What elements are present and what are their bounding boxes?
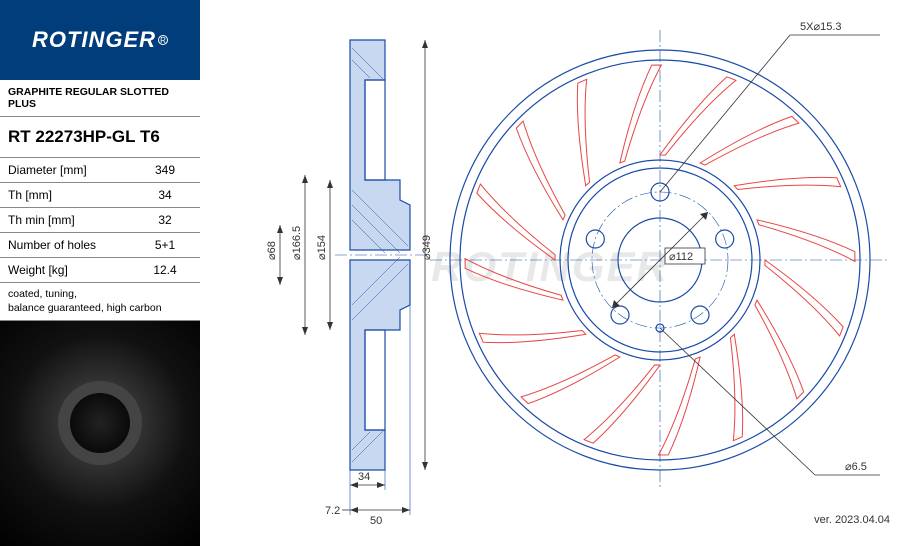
product-subtitle: GRAPHITE REGULAR SLOTTED PLUS [0, 80, 200, 117]
callout-small: ⌀6.5 [845, 461, 867, 473]
table-row: Diameter [mm]349 [0, 158, 200, 183]
drawing-svg: ⌀349 ⌀154 ⌀166.5 ⌀68 34 7.2 [200, 0, 900, 534]
dim-inner1: ⌀166.5 [291, 226, 303, 260]
dim-outer: ⌀349 [421, 235, 433, 260]
callout-bc: ⌀112 [669, 251, 693, 263]
table-row: Weight [kg]12.4 [0, 258, 200, 283]
technical-drawing: ROTINGER [200, 0, 900, 534]
part-number: RT 22273HP-GL T6 [0, 117, 200, 158]
version-text: ver. 2023.04.04 [814, 514, 890, 526]
product-photo [0, 321, 200, 546]
dim-bore: ⌀68 [266, 241, 278, 260]
brand-text: ROTINGER [32, 27, 156, 53]
callout-bolt: 5X⌀15.3 [800, 21, 842, 33]
dim-hub: ⌀154 [316, 235, 328, 260]
table-row: Th [mm]34 [0, 183, 200, 208]
registered-mark: R [158, 35, 168, 45]
spec-table: Diameter [mm]349 Th [mm]34 Th min [mm]32… [0, 158, 200, 283]
table-row: Th min [mm]32 [0, 208, 200, 233]
product-notes: coated, tuning, balance guaranteed, high… [0, 283, 200, 321]
dim-depth: 50 [370, 515, 382, 527]
brand-logo: ROTINGERR [0, 0, 200, 80]
dim-offset: 7.2 [325, 505, 340, 517]
table-row: Number of holes5+1 [0, 233, 200, 258]
dim-thickness: 34 [358, 471, 370, 483]
